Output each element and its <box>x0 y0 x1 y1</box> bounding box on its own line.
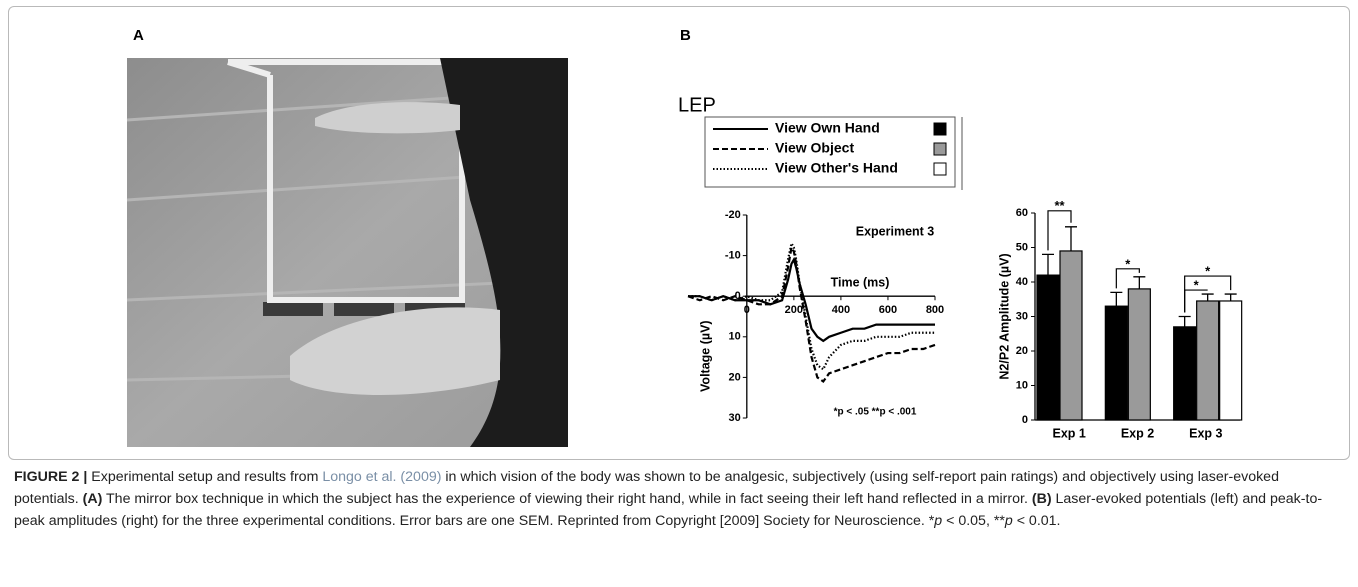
caption-panel-ref: (B) <box>1032 491 1052 507</box>
y-tick-label: 30 <box>1016 310 1028 322</box>
legend-label: View Object <box>775 140 854 156</box>
y-tick-label: 20 <box>1016 345 1028 357</box>
x-tick-label: Exp 1 <box>1052 426 1085 440</box>
bar <box>1174 327 1196 420</box>
y-tick-label: 10 <box>729 331 741 343</box>
y-tick-label: 50 <box>1016 241 1028 253</box>
x-tick-label: 600 <box>879 304 897 316</box>
error-bar <box>1065 227 1077 251</box>
caption-italic: p <box>1005 513 1013 529</box>
caption-text: The mirror box technique in which the su… <box>102 491 1032 507</box>
error-bar <box>1202 294 1214 301</box>
x-tick-label: 200 <box>785 304 803 316</box>
caption-label: FIGURE 2 | <box>14 469 87 485</box>
legend-swatch <box>934 143 946 155</box>
figure: A B LEP -20 -10 0 10 20 30 0 200 400 600 800 View O… <box>0 0 1358 462</box>
bar <box>1197 301 1219 420</box>
significance-bracket <box>1048 211 1071 251</box>
x-tick-label: 0 <box>744 304 750 316</box>
error-bar <box>1042 254 1054 275</box>
y-tick-label: 60 <box>1016 207 1028 219</box>
x-tick-label: Exp 3 <box>1189 426 1222 440</box>
lep-label: LEP <box>678 94 716 116</box>
legend-swatch <box>934 123 946 135</box>
annotation: *p < .05 **p < .001 <box>834 407 917 418</box>
bar <box>1105 306 1127 420</box>
y-tick-label: -20 <box>725 209 741 221</box>
caption-text: < 0.05, ** <box>942 513 1005 529</box>
bar <box>1220 301 1242 420</box>
error-bar <box>1179 317 1191 327</box>
panel-label: B <box>680 27 691 44</box>
y-tick-label: 20 <box>729 371 741 383</box>
y-tick-label: 10 <box>1016 379 1028 391</box>
chart-title: Experiment 3 <box>856 224 935 238</box>
caption-italic: p <box>934 513 942 529</box>
caption-panel-ref: (A) <box>83 491 103 507</box>
y-tick-label: 40 <box>1016 276 1028 288</box>
significance-label: ** <box>1054 198 1065 213</box>
bar <box>1128 289 1150 420</box>
caption-text: Experimental setup and results from <box>87 469 322 485</box>
photo <box>127 58 568 447</box>
legend-label: View Own Hand <box>775 120 880 136</box>
x-tick-label: Exp 2 <box>1121 426 1154 440</box>
legend-label: View Other's Hand <box>775 160 898 176</box>
error-bar <box>1110 292 1122 306</box>
caption: FIGURE 2 | Experimental setup and result… <box>14 466 1344 532</box>
significance-bracket <box>1116 269 1139 289</box>
y-axis-label: Voltage (µV) <box>698 320 712 392</box>
y-axis-label: N2/P2 Amplitude (µV) <box>997 253 1011 379</box>
y-tick-label: 30 <box>729 412 741 424</box>
bar <box>1060 251 1082 420</box>
page: {"panel_labels": ["A", "B"], "lep_label"… <box>0 0 1358 587</box>
x-tick-label: 400 <box>832 304 850 316</box>
legend-swatch <box>934 163 946 175</box>
error-bar <box>1133 277 1145 289</box>
line-series <box>688 247 935 381</box>
y-tick-label: 0 <box>1022 414 1028 426</box>
y-tick-label: -10 <box>725 250 741 262</box>
x-tick-label: 800 <box>926 304 944 316</box>
error-bar <box>1225 294 1237 301</box>
caption-text: < 0.01. <box>1013 513 1061 529</box>
citation-link[interactable]: Longo et al. (2009) <box>322 469 441 485</box>
x-axis-label: Time (ms) <box>831 275 890 289</box>
panel-label: A <box>133 27 144 44</box>
bar <box>1037 275 1059 420</box>
